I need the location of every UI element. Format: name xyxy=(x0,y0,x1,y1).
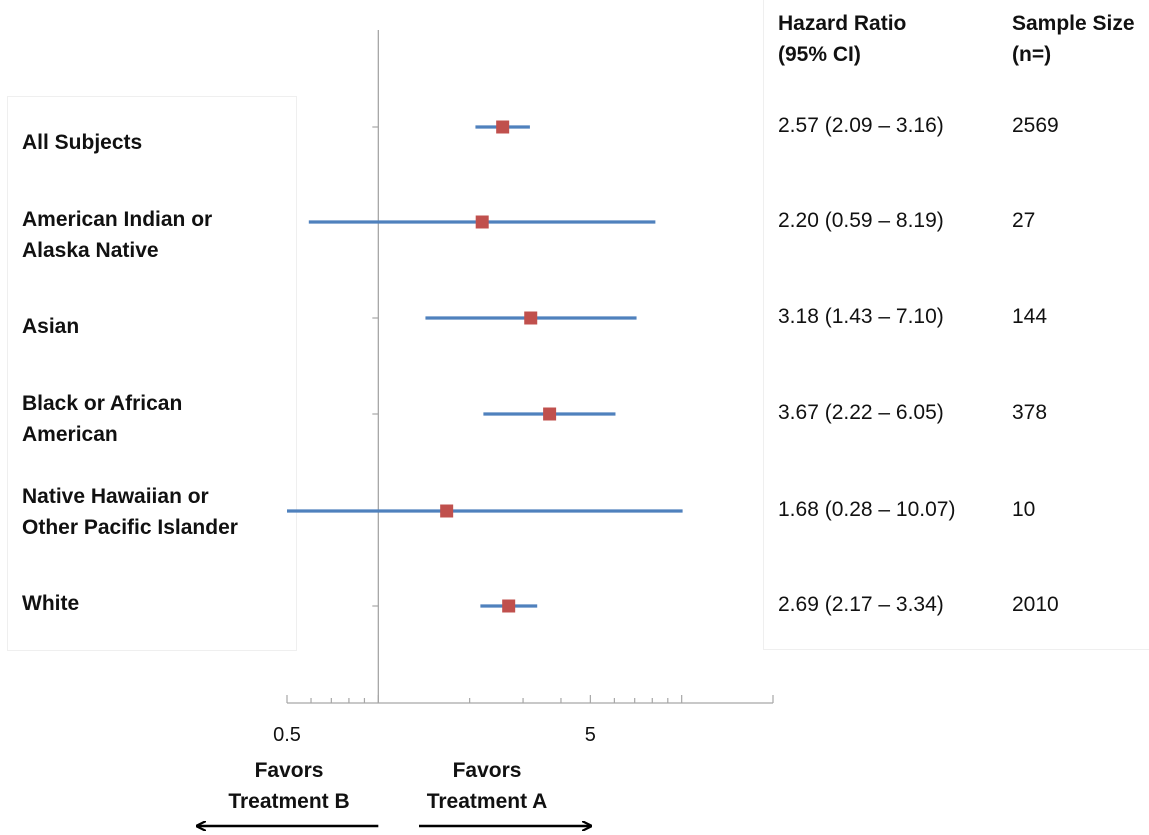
subgroup-label-line: American xyxy=(22,423,118,446)
favors-b-line-2: Treatment B xyxy=(228,790,350,813)
subgroup-label-line: American Indian or xyxy=(22,208,213,231)
subgroup-label: Black or African American xyxy=(22,388,182,450)
subgroup-label-panel xyxy=(7,96,297,651)
subgroup-label-line: Native Hawaiian or xyxy=(22,485,209,508)
sample-size-value: 27 xyxy=(1012,209,1036,232)
point-estimate-marker xyxy=(502,599,516,613)
hazard-ratio-value: 3.18 (1.43 – 7.10) xyxy=(778,305,944,328)
hazard-ratio-value: 2.57 (2.09 – 3.16) xyxy=(778,114,944,137)
hazard-ratio-header-line-2: (95% CI) xyxy=(778,43,861,66)
sample-size-header-line-1: Sample Size xyxy=(1012,12,1135,35)
favors-treatment-b-label: Favors Treatment B xyxy=(209,755,369,817)
subgroup-label-line: Other Pacific Islander xyxy=(22,516,238,539)
point-estimate-marker xyxy=(475,215,489,229)
subgroup-label: White xyxy=(22,588,79,619)
subgroup-label: Asian xyxy=(22,311,79,342)
sample-size-value: 144 xyxy=(1012,305,1048,328)
favors-a-line-1: Favors xyxy=(452,759,522,782)
x-tick-label: 5 xyxy=(585,724,596,746)
subgroup-label: All Subjects xyxy=(22,127,142,158)
hazard-ratio-value: 2.20 (0.59 – 8.19) xyxy=(778,209,944,232)
point-estimate-marker xyxy=(440,504,454,518)
sample-size-header-line-2: (n=) xyxy=(1012,43,1052,66)
sample-size-value: 2010 xyxy=(1012,593,1059,616)
subgroup-label: American Indian or Alaska Native xyxy=(22,204,212,266)
hazard-ratio-value: 2.69 (2.17 – 3.34) xyxy=(778,593,944,616)
hazard-ratio-header-line-1: Hazard Ratio xyxy=(778,12,907,35)
x-tick-label: 0.5 xyxy=(273,724,301,746)
subgroup-label-line: All Subjects xyxy=(22,131,143,154)
subgroup-label-line: Asian xyxy=(22,315,80,338)
hazard-ratio-header: Hazard Ratio (95% CI) xyxy=(778,8,906,70)
sample-size-value: 378 xyxy=(1012,401,1048,424)
point-estimate-marker xyxy=(543,407,557,421)
sample-size-header: Sample Size (n=) xyxy=(1012,8,1135,70)
subgroup-label-line: White xyxy=(22,592,80,615)
point-estimate-marker xyxy=(496,120,510,134)
hazard-ratio-value: 3.67 (2.22 – 6.05) xyxy=(778,401,944,424)
favors-a-line-2: Treatment A xyxy=(426,790,548,813)
sample-size-value: 10 xyxy=(1012,498,1036,521)
favors-b-line-1: Favors xyxy=(254,759,324,782)
estimate-table-panel xyxy=(763,0,1149,650)
subgroup-label: Native Hawaiian or Other Pacific Islander xyxy=(22,481,238,543)
favors-treatment-a-label: Favors Treatment A xyxy=(407,755,567,817)
subgroup-label-line: Alaska Native xyxy=(22,239,159,262)
point-estimate-marker xyxy=(524,311,538,325)
hazard-ratio-value: 1.68 (0.28 – 10.07) xyxy=(778,498,956,521)
sample-size-value: 2569 xyxy=(1012,114,1059,137)
subgroup-label-line: Black or African xyxy=(22,392,183,415)
